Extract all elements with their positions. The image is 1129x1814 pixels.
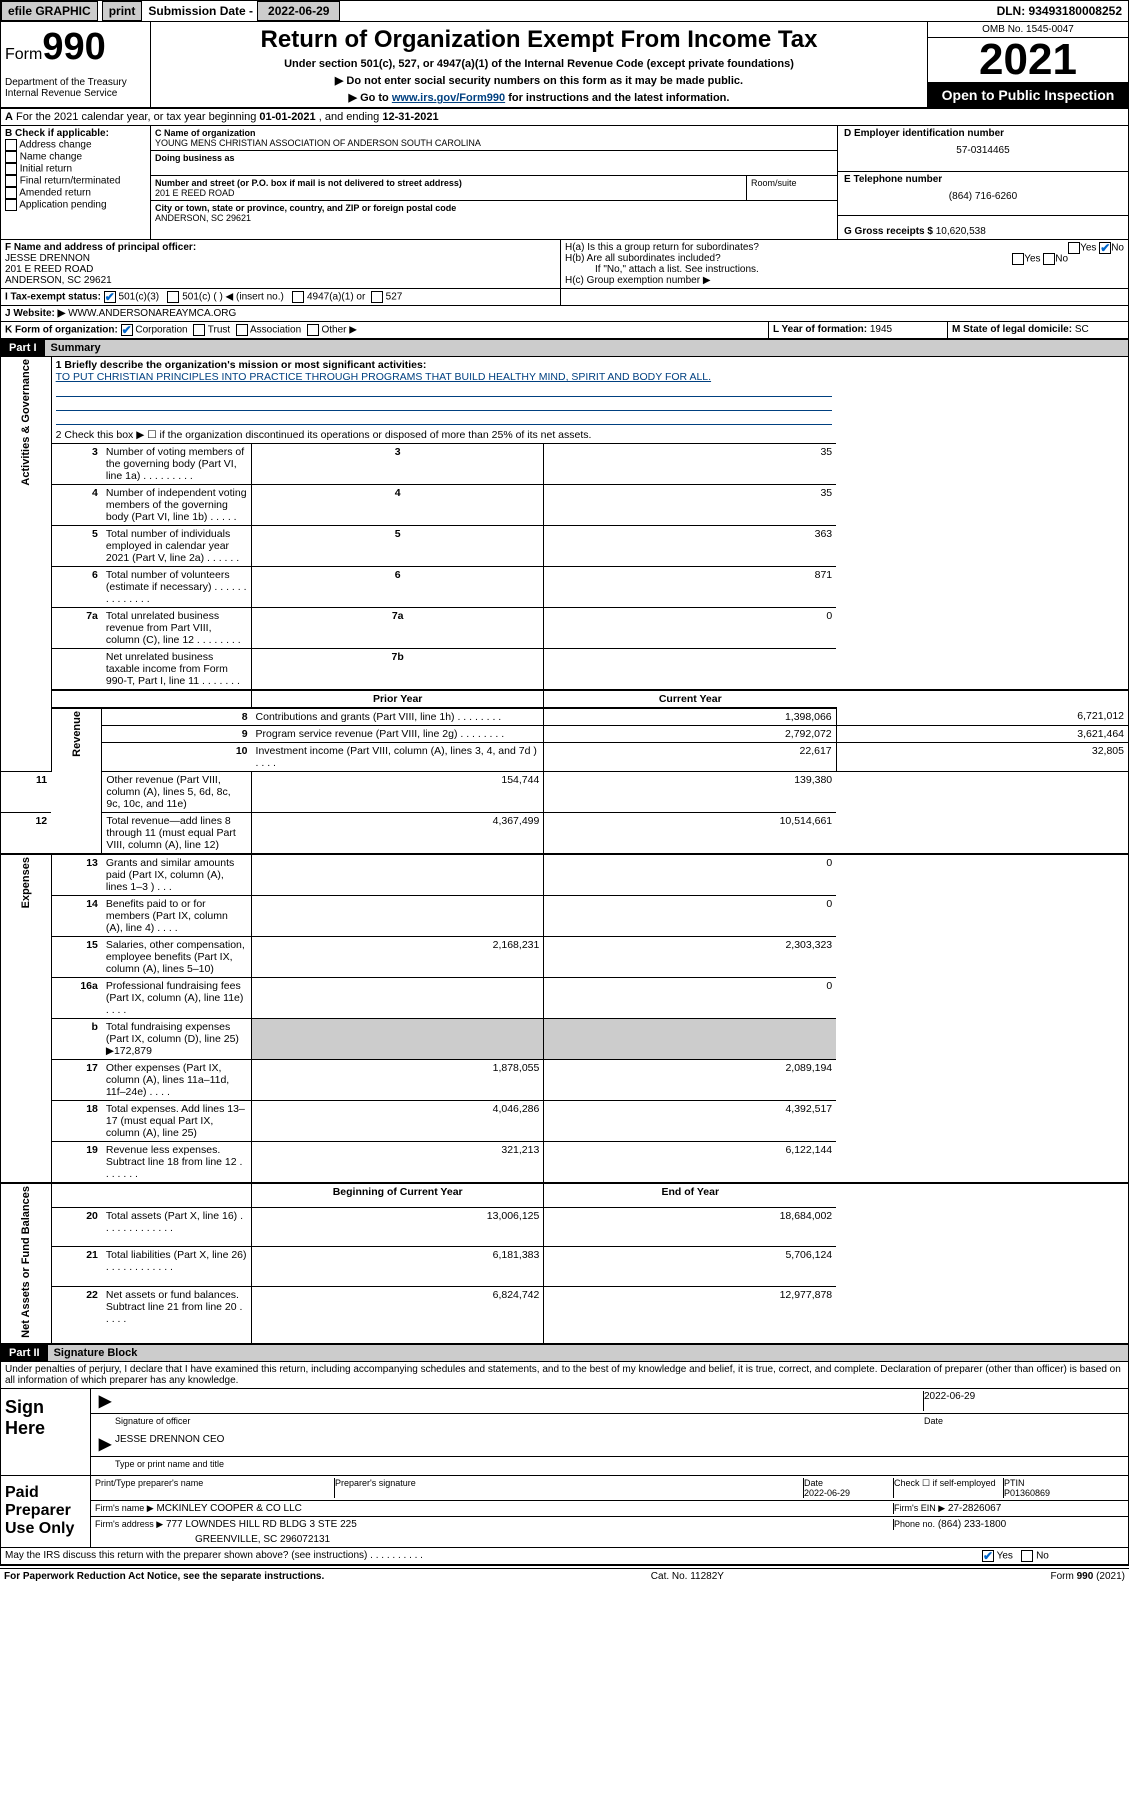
table-row: bTotal fundraising expenses (Part IX, co… bbox=[1, 1019, 1129, 1060]
submission-date: 2022-06-29 bbox=[257, 1, 340, 21]
form-number: Form990 bbox=[5, 26, 146, 69]
section-a-calendar: A For the 2021 calendar year, or tax yea… bbox=[0, 109, 1129, 126]
table-row: 6Total number of volunteers (estimate if… bbox=[1, 567, 1129, 608]
side-label-gov: Activities & Governance bbox=[20, 359, 32, 486]
website-value: WWW.ANDERSONAREAYMCA.ORG bbox=[68, 308, 236, 319]
ha-no[interactable] bbox=[1099, 242, 1111, 254]
dln-label: DLN: 93493180008252 bbox=[991, 2, 1128, 20]
section-b: B Check if applicable: Address change Na… bbox=[1, 126, 151, 239]
info-grid: B Check if applicable: Address change Na… bbox=[0, 126, 1129, 240]
chk-final-return[interactable]: Final return/terminated bbox=[5, 175, 146, 187]
chk-527[interactable] bbox=[371, 291, 383, 303]
table-row: 12Total revenue—add lines 8 through 11 (… bbox=[1, 813, 1129, 855]
chk-501c3[interactable] bbox=[104, 291, 116, 303]
city-state-zip: ANDERSON, SC 29621 bbox=[155, 213, 833, 223]
hb-yes[interactable] bbox=[1012, 253, 1024, 265]
irs-link[interactable]: www.irs.gov/Form990 bbox=[392, 92, 505, 104]
prep-date: 2022-06-29 bbox=[804, 1488, 850, 1498]
submission-label: Submission Date - bbox=[148, 4, 253, 18]
part2-header: Part II Signature Block bbox=[0, 1345, 1129, 1362]
table-row: 14Benefits paid to or for members (Part … bbox=[1, 896, 1129, 937]
discuss-no[interactable] bbox=[1021, 1550, 1033, 1562]
note-ssn: ▶ Do not enter social security numbers o… bbox=[155, 74, 923, 87]
section-d-e-g: D Employer identification number 57-0314… bbox=[838, 126, 1128, 239]
firm-ein: 27-2826067 bbox=[948, 1503, 1001, 1514]
firm-name: MCKINLEY COOPER & CO LLC bbox=[156, 1503, 301, 1514]
hb-no[interactable] bbox=[1043, 253, 1055, 265]
table-row: 15Salaries, other compensation, employee… bbox=[1, 937, 1129, 978]
paid-preparer-block: Paid Preparer Use Only Print/Type prepar… bbox=[0, 1476, 1129, 1548]
dept-label: Department of the Treasury Internal Reve… bbox=[5, 77, 146, 99]
ha-yes[interactable] bbox=[1068, 242, 1080, 254]
chk-corp[interactable] bbox=[121, 324, 133, 336]
firm-phone: (864) 233-1800 bbox=[938, 1519, 1006, 1530]
tax-year: 2021 bbox=[928, 38, 1128, 83]
discuss-yes[interactable] bbox=[982, 1550, 994, 1562]
chk-other[interactable] bbox=[307, 324, 319, 336]
street-address: 201 E REED ROAD bbox=[155, 188, 742, 198]
chk-4947[interactable] bbox=[292, 291, 304, 303]
table-row: 21Total liabilities (Part X, line 26) . … bbox=[1, 1247, 1129, 1287]
table-row: 5Total number of individuals employed in… bbox=[1, 526, 1129, 567]
top-bar: efile GRAPHIC print Submission Date - 20… bbox=[0, 0, 1129, 22]
table-row: 18Total expenses. Add lines 13–17 (must … bbox=[1, 1101, 1129, 1142]
arrow-icon: ▶ bbox=[95, 1391, 115, 1411]
table-row: 11Other revenue (Part VIII, column (A), … bbox=[1, 772, 1129, 813]
open-to-public: Open to Public Inspection bbox=[928, 83, 1128, 107]
table-row: 20Total assets (Part X, line 16) . . . .… bbox=[1, 1207, 1129, 1247]
table-row: 9Program service revenue (Part VIII, lin… bbox=[1, 726, 1129, 743]
subtitle: Under section 501(c), 527, or 4947(a)(1)… bbox=[155, 58, 923, 70]
table-row: 22Net assets or fund balances. Subtract … bbox=[1, 1287, 1129, 1344]
mission-text: TO PUT CHRISTIAN PRINCIPLES INTO PRACTIC… bbox=[56, 371, 711, 383]
chk-app-pending[interactable]: Application pending bbox=[5, 199, 146, 211]
officer-name-title: JESSE DRENNON CEO bbox=[115, 1434, 1124, 1454]
part1-table: Activities & Governance 1 Briefly descri… bbox=[0, 357, 1129, 1345]
note-goto: ▶ Go to www.irs.gov/Form990 for instruct… bbox=[155, 91, 923, 104]
chk-initial-return[interactable]: Initial return bbox=[5, 163, 146, 175]
sign-here-block: Sign Here ▶ 2022-06-29 Signature of offi… bbox=[0, 1389, 1129, 1476]
main-title: Return of Organization Exempt From Incom… bbox=[155, 26, 923, 54]
chk-address-change[interactable]: Address change bbox=[5, 139, 146, 151]
chk-amended[interactable]: Amended return bbox=[5, 187, 146, 199]
part1-header: Part I Summary bbox=[0, 340, 1129, 357]
efile-button[interactable]: efile GRAPHIC bbox=[1, 1, 98, 21]
year-formation: 1945 bbox=[870, 324, 892, 335]
table-row: 3Number of voting members of the governi… bbox=[1, 444, 1129, 485]
officer-name: JESSE DRENNON bbox=[5, 253, 90, 264]
table-row: 19Revenue less expenses. Subtract line 1… bbox=[1, 1142, 1129, 1184]
table-row: Net unrelated business taxable income fr… bbox=[1, 649, 1129, 691]
table-row: 4Number of independent voting members of… bbox=[1, 485, 1129, 526]
table-row: 16aProfessional fundraising fees (Part I… bbox=[1, 978, 1129, 1019]
form-header: Form990 Department of the Treasury Inter… bbox=[0, 22, 1129, 109]
chk-assoc[interactable] bbox=[236, 324, 248, 336]
ptin-value: P01360869 bbox=[1004, 1488, 1050, 1498]
chk-name-change[interactable]: Name change bbox=[5, 151, 146, 163]
table-row: 10Investment income (Part VIII, column (… bbox=[1, 743, 1129, 772]
arrow-icon: ▶ bbox=[95, 1434, 115, 1454]
phone-value: (864) 716-6260 bbox=[844, 191, 1122, 202]
table-row: 7aTotal unrelated business revenue from … bbox=[1, 608, 1129, 649]
side-label-rev: Revenue bbox=[71, 711, 83, 757]
gross-receipts: 10,620,538 bbox=[936, 226, 986, 237]
print-button[interactable]: print bbox=[102, 1, 143, 21]
legal-domicile: SC bbox=[1075, 324, 1089, 335]
side-label-exp: Expenses bbox=[20, 857, 32, 908]
org-name: YOUNG MENS CHRISTIAN ASSOCIATION OF ANDE… bbox=[155, 138, 833, 148]
chk-501c[interactable] bbox=[167, 291, 179, 303]
chk-trust[interactable] bbox=[193, 324, 205, 336]
page-footer: For Paperwork Reduction Act Notice, see … bbox=[0, 1568, 1129, 1584]
perjury-declaration: Under penalties of perjury, I declare th… bbox=[0, 1362, 1129, 1389]
table-row: 17Other expenses (Part IX, column (A), l… bbox=[1, 1060, 1129, 1101]
sign-date: 2022-06-29 bbox=[924, 1391, 1124, 1411]
section-c: C Name of organization YOUNG MENS CHRIST… bbox=[151, 126, 838, 239]
section-f-h: F Name and address of principal officer:… bbox=[0, 240, 1129, 289]
ein-value: 57-0314465 bbox=[844, 145, 1122, 156]
firm-address: 777 LOWNDES HILL RD BLDG 3 STE 225 bbox=[166, 1519, 357, 1530]
side-label-net: Net Assets or Fund Balances bbox=[20, 1186, 32, 1338]
